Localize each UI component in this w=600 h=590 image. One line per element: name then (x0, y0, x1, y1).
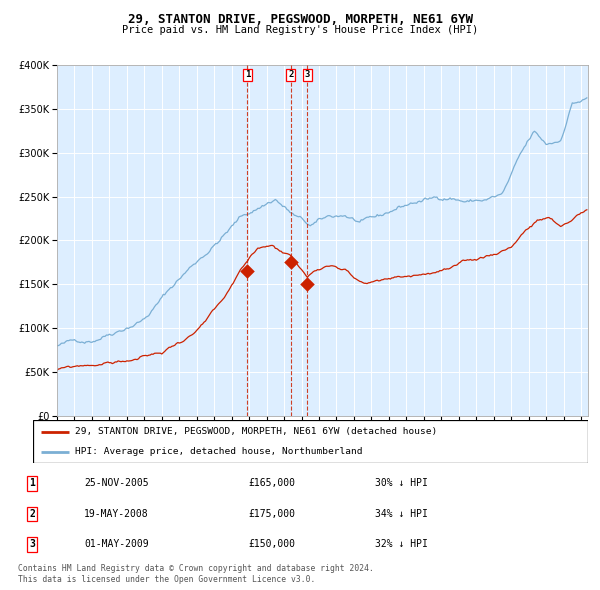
Text: 1: 1 (29, 478, 35, 489)
Text: £175,000: £175,000 (248, 509, 295, 519)
Text: £150,000: £150,000 (248, 539, 295, 549)
Text: £165,000: £165,000 (248, 478, 295, 489)
Text: 1: 1 (245, 70, 250, 79)
Text: 2: 2 (29, 509, 35, 519)
Text: 2: 2 (288, 70, 293, 79)
Text: 19-MAY-2008: 19-MAY-2008 (84, 509, 149, 519)
Point (286, 258, 296, 267)
Text: 29, STANTON DRIVE, PEGSWOOD, MORPETH, NE61 6YW: 29, STANTON DRIVE, PEGSWOOD, MORPETH, NE… (128, 13, 473, 26)
Text: This data is licensed under the Open Government Licence v3.0.: This data is licensed under the Open Gov… (18, 575, 316, 584)
Text: 25-NOV-2005: 25-NOV-2005 (84, 478, 149, 489)
Text: 34% ↓ HPI: 34% ↓ HPI (375, 509, 428, 519)
Text: 3: 3 (29, 539, 35, 549)
Text: Price paid vs. HM Land Registry's House Price Index (HPI): Price paid vs. HM Land Registry's House … (122, 25, 478, 35)
Text: 3: 3 (305, 70, 310, 79)
Point (242, 267, 252, 276)
Text: 30% ↓ HPI: 30% ↓ HPI (375, 478, 428, 489)
Text: Contains HM Land Registry data © Crown copyright and database right 2024.: Contains HM Land Registry data © Crown c… (18, 563, 374, 572)
Text: 29, STANTON DRIVE, PEGSWOOD, MORPETH, NE61 6YW (detached house): 29, STANTON DRIVE, PEGSWOOD, MORPETH, NE… (74, 427, 437, 436)
Point (302, 280, 312, 289)
Text: HPI: Average price, detached house, Northumberland: HPI: Average price, detached house, Nort… (74, 447, 362, 456)
Text: 01-MAY-2009: 01-MAY-2009 (84, 539, 149, 549)
Text: 32% ↓ HPI: 32% ↓ HPI (375, 539, 428, 549)
